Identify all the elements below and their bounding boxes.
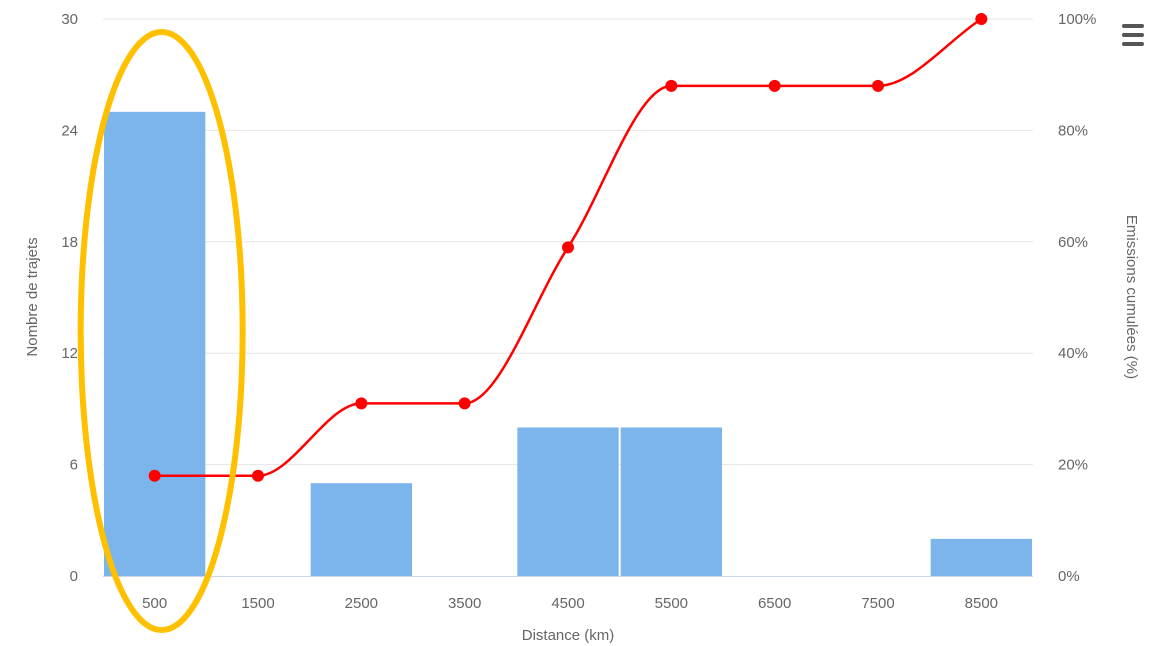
highlight-ellipse bbox=[77, 29, 246, 633]
line-point bbox=[768, 79, 781, 92]
y2-axis-title: Emissions cumulées (%) bbox=[1123, 215, 1140, 379]
x-tick-label: 3500 bbox=[448, 595, 481, 612]
line-point bbox=[665, 79, 678, 92]
line-point bbox=[148, 469, 161, 482]
y-tick-label: 18 bbox=[61, 234, 78, 251]
bar bbox=[517, 427, 619, 576]
y2-tick-label: 40% bbox=[1058, 345, 1088, 362]
y-tick-label: 6 bbox=[70, 457, 78, 474]
y-tick-label: 30 bbox=[61, 11, 78, 28]
y2-tick-label: 60% bbox=[1058, 234, 1088, 251]
line-point bbox=[872, 79, 884, 92]
y-tick-label: 12 bbox=[61, 345, 78, 362]
bar bbox=[620, 427, 722, 576]
line-point bbox=[458, 397, 471, 410]
x-tick-label: 2500 bbox=[345, 595, 378, 612]
bar bbox=[930, 538, 1032, 576]
x-tick-label: 6500 bbox=[758, 595, 791, 612]
x-tick-label: 8500 bbox=[965, 595, 998, 612]
line-point bbox=[355, 397, 368, 410]
line-point bbox=[975, 13, 988, 25]
x-tick-label: 500 bbox=[142, 595, 167, 612]
y2-tick-label: 100% bbox=[1058, 11, 1096, 28]
x-tick-label: 7500 bbox=[861, 595, 894, 612]
y2-tick-label: 80% bbox=[1058, 122, 1088, 139]
line-point bbox=[252, 469, 264, 482]
y-axis-title: Nombre de trajets bbox=[24, 237, 41, 356]
x-tick-label: 1500 bbox=[241, 595, 274, 612]
line-point bbox=[562, 241, 574, 254]
y-tick-label: 0 bbox=[70, 568, 78, 585]
y2-tick-label: 20% bbox=[1058, 457, 1088, 474]
x-axis-title: Distance (km) bbox=[522, 627, 615, 644]
bar bbox=[104, 111, 206, 576]
x-tick-label: 5500 bbox=[655, 595, 688, 612]
y-tick-label: 24 bbox=[61, 122, 78, 139]
y2-tick-label: 0% bbox=[1058, 568, 1080, 585]
hamburger-menu-icon[interactable] bbox=[1120, 24, 1148, 50]
bar bbox=[310, 483, 412, 576]
x-tick-label: 4500 bbox=[551, 595, 584, 612]
